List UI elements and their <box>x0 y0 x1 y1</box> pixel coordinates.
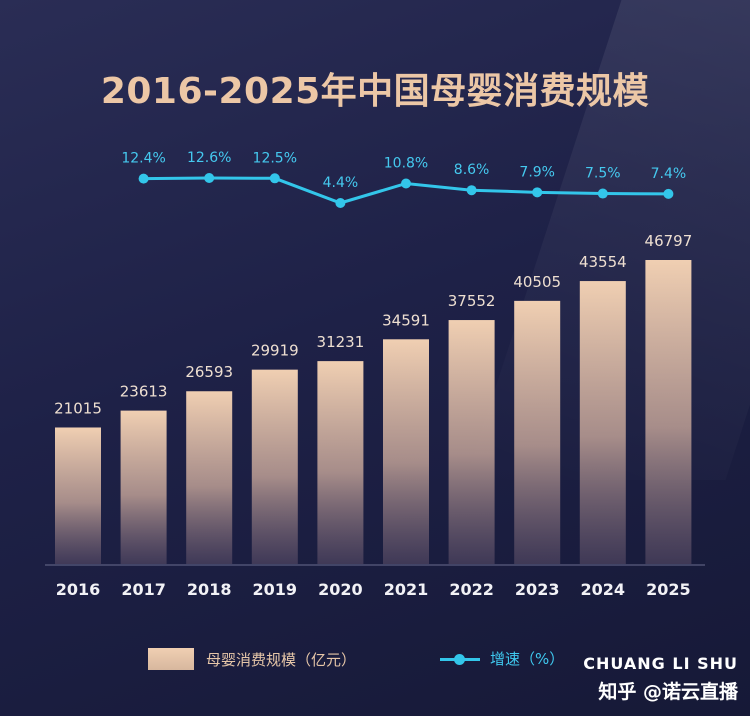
growth-value-label: 7.4% <box>651 166 687 182</box>
growth-point <box>138 173 149 184</box>
legend-bar-swatch <box>148 648 194 670</box>
legend-line-label: 增速（%） <box>490 650 565 668</box>
growth-value-label: 7.9% <box>519 164 555 180</box>
x-tick-label: 2025 <box>646 580 691 599</box>
chart-title: 2016-2025年中国母婴消费规模 <box>100 71 650 112</box>
growth-value-label: 7.5% <box>585 166 621 182</box>
bar-2023 <box>514 300 561 564</box>
bar-value-label: 37552 <box>448 292 496 310</box>
bar-value-label: 21015 <box>54 399 102 417</box>
bar-2022 <box>448 320 495 564</box>
growth-value-label: 12.6% <box>187 150 231 166</box>
bar-2021 <box>383 339 429 564</box>
x-tick-label: 2024 <box>581 580 626 599</box>
growth-value-label: 10.8% <box>384 155 428 171</box>
bar-value-label: 23613 <box>120 383 168 401</box>
growth-point <box>335 198 346 208</box>
growth-point <box>597 188 608 199</box>
legend-line-swatch <box>440 653 480 665</box>
bar-2018 <box>186 391 233 564</box>
growth-value-label: 12.5% <box>253 150 297 166</box>
bar-value-label: 26593 <box>185 363 233 381</box>
legend-item-line: 增速（%） <box>440 648 564 669</box>
growth-point <box>532 187 543 198</box>
watermark: CHUANG LI SHU 知乎 @诺云直播 <box>583 654 738 704</box>
growth-point <box>466 185 477 196</box>
bar-2025 <box>645 260 692 564</box>
x-tick-label: 2019 <box>253 580 298 599</box>
growth-value-label: 12.4% <box>121 151 165 167</box>
legend-bar-label: 母婴消费规模（亿元） <box>206 650 357 669</box>
x-tick-label: 2018 <box>187 580 232 599</box>
bar-value-label: 29919 <box>251 342 299 360</box>
x-tick-label: 2021 <box>384 580 429 599</box>
bar-2020 <box>317 361 364 564</box>
growth-point <box>401 178 411 189</box>
growth-point <box>269 173 280 184</box>
growth-value-label: 4.4% <box>323 175 359 191</box>
x-tick-label: 2023 <box>515 580 560 599</box>
bar-2024 <box>579 281 626 564</box>
x-tick-label: 2022 <box>449 580 494 599</box>
bar-value-label: 40505 <box>513 273 561 291</box>
growth-line-series: 12.4% 12.6% 12.5% 4.4% 10.8% 8.6% 7.9% 7.5% 7.4% <box>121 150 686 208</box>
x-tick-label: 2017 <box>121 580 166 599</box>
bar-2016 <box>55 427 101 564</box>
growth-point <box>663 188 674 199</box>
bar-series: 21015 2016 23613 2017 26593 2018 29919 2019 3123… <box>54 232 692 599</box>
bar-value-label: 34591 <box>382 311 430 329</box>
bar-value-label: 31231 <box>317 333 365 351</box>
bar-value-label: 43554 <box>579 253 627 271</box>
x-tick-label: 2016 <box>56 580 101 599</box>
bar-2019 <box>251 369 298 564</box>
legend-item-bar: 母婴消费规模（亿元） <box>148 648 356 670</box>
bar-value-label: 46797 <box>645 232 693 250</box>
watermark-brand: CHUANG LI SHU <box>583 654 738 673</box>
growth-point <box>204 173 215 183</box>
x-tick-label: 2020 <box>318 580 363 599</box>
bar-2017 <box>120 410 167 564</box>
watermark-sub: 知乎 @诺云直播 <box>598 681 738 703</box>
growth-value-label: 8.6% <box>454 162 490 178</box>
